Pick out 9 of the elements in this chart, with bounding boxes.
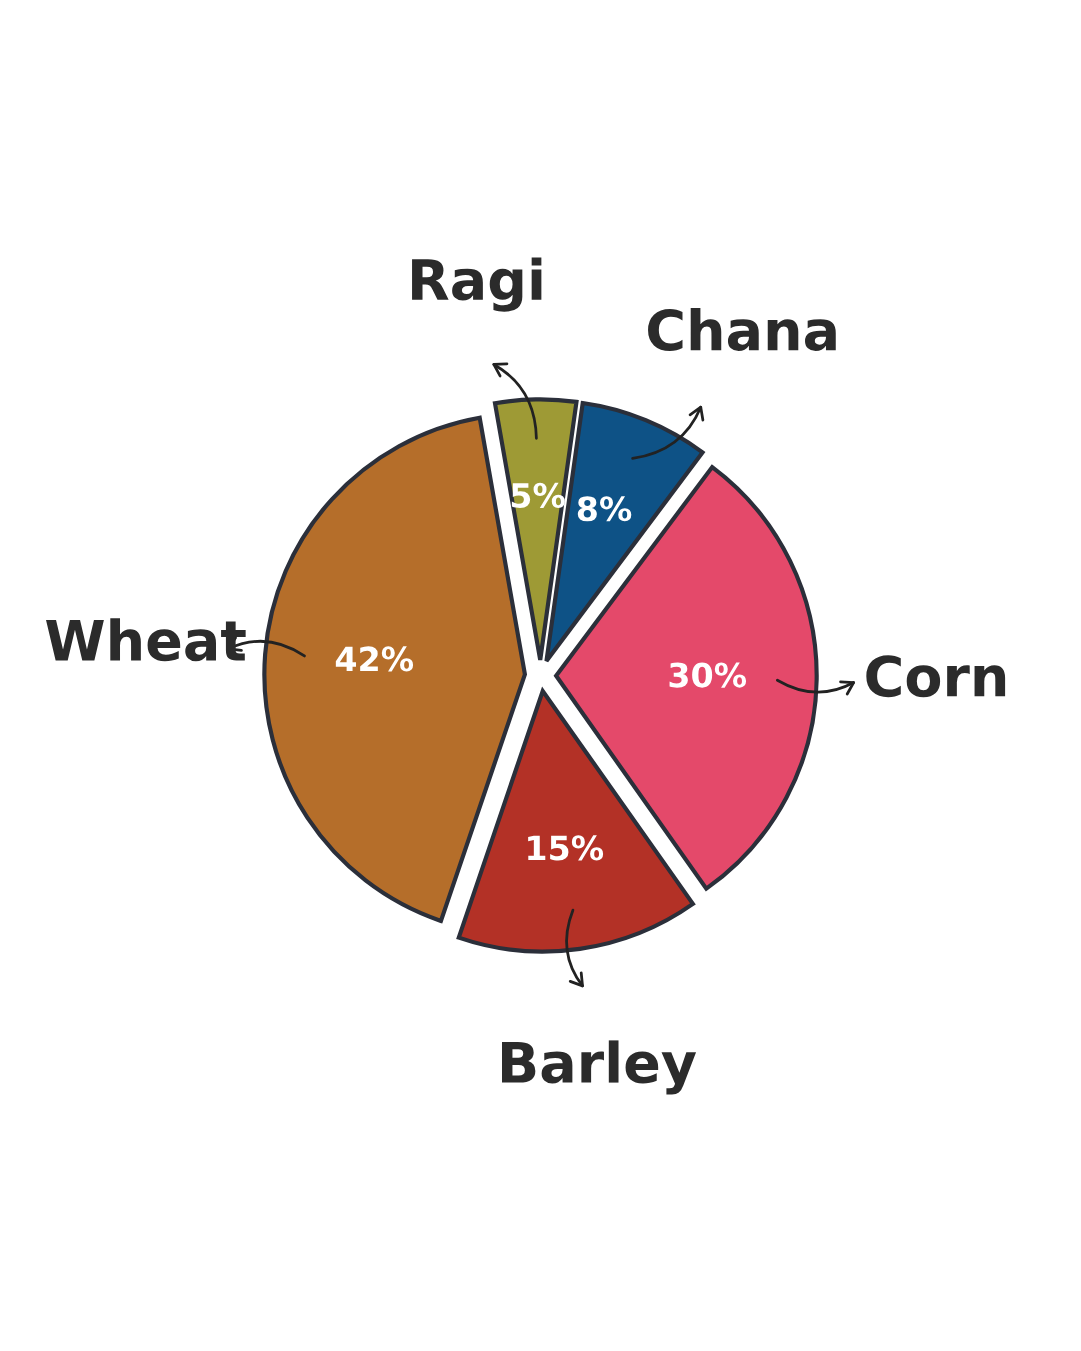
slice-label: Chana — [648, 308, 836, 352]
slice-label: Corn — [866, 655, 1006, 698]
data-label: 8% — [577, 496, 632, 522]
slice-label: Wheat — [46, 618, 246, 662]
data-label: 30% — [669, 662, 747, 688]
slice-label: Ragi — [412, 257, 542, 312]
slice-label: Barley — [502, 1040, 697, 1095]
data-label: 15% — [528, 835, 604, 861]
data-label: 42% — [335, 646, 414, 672]
